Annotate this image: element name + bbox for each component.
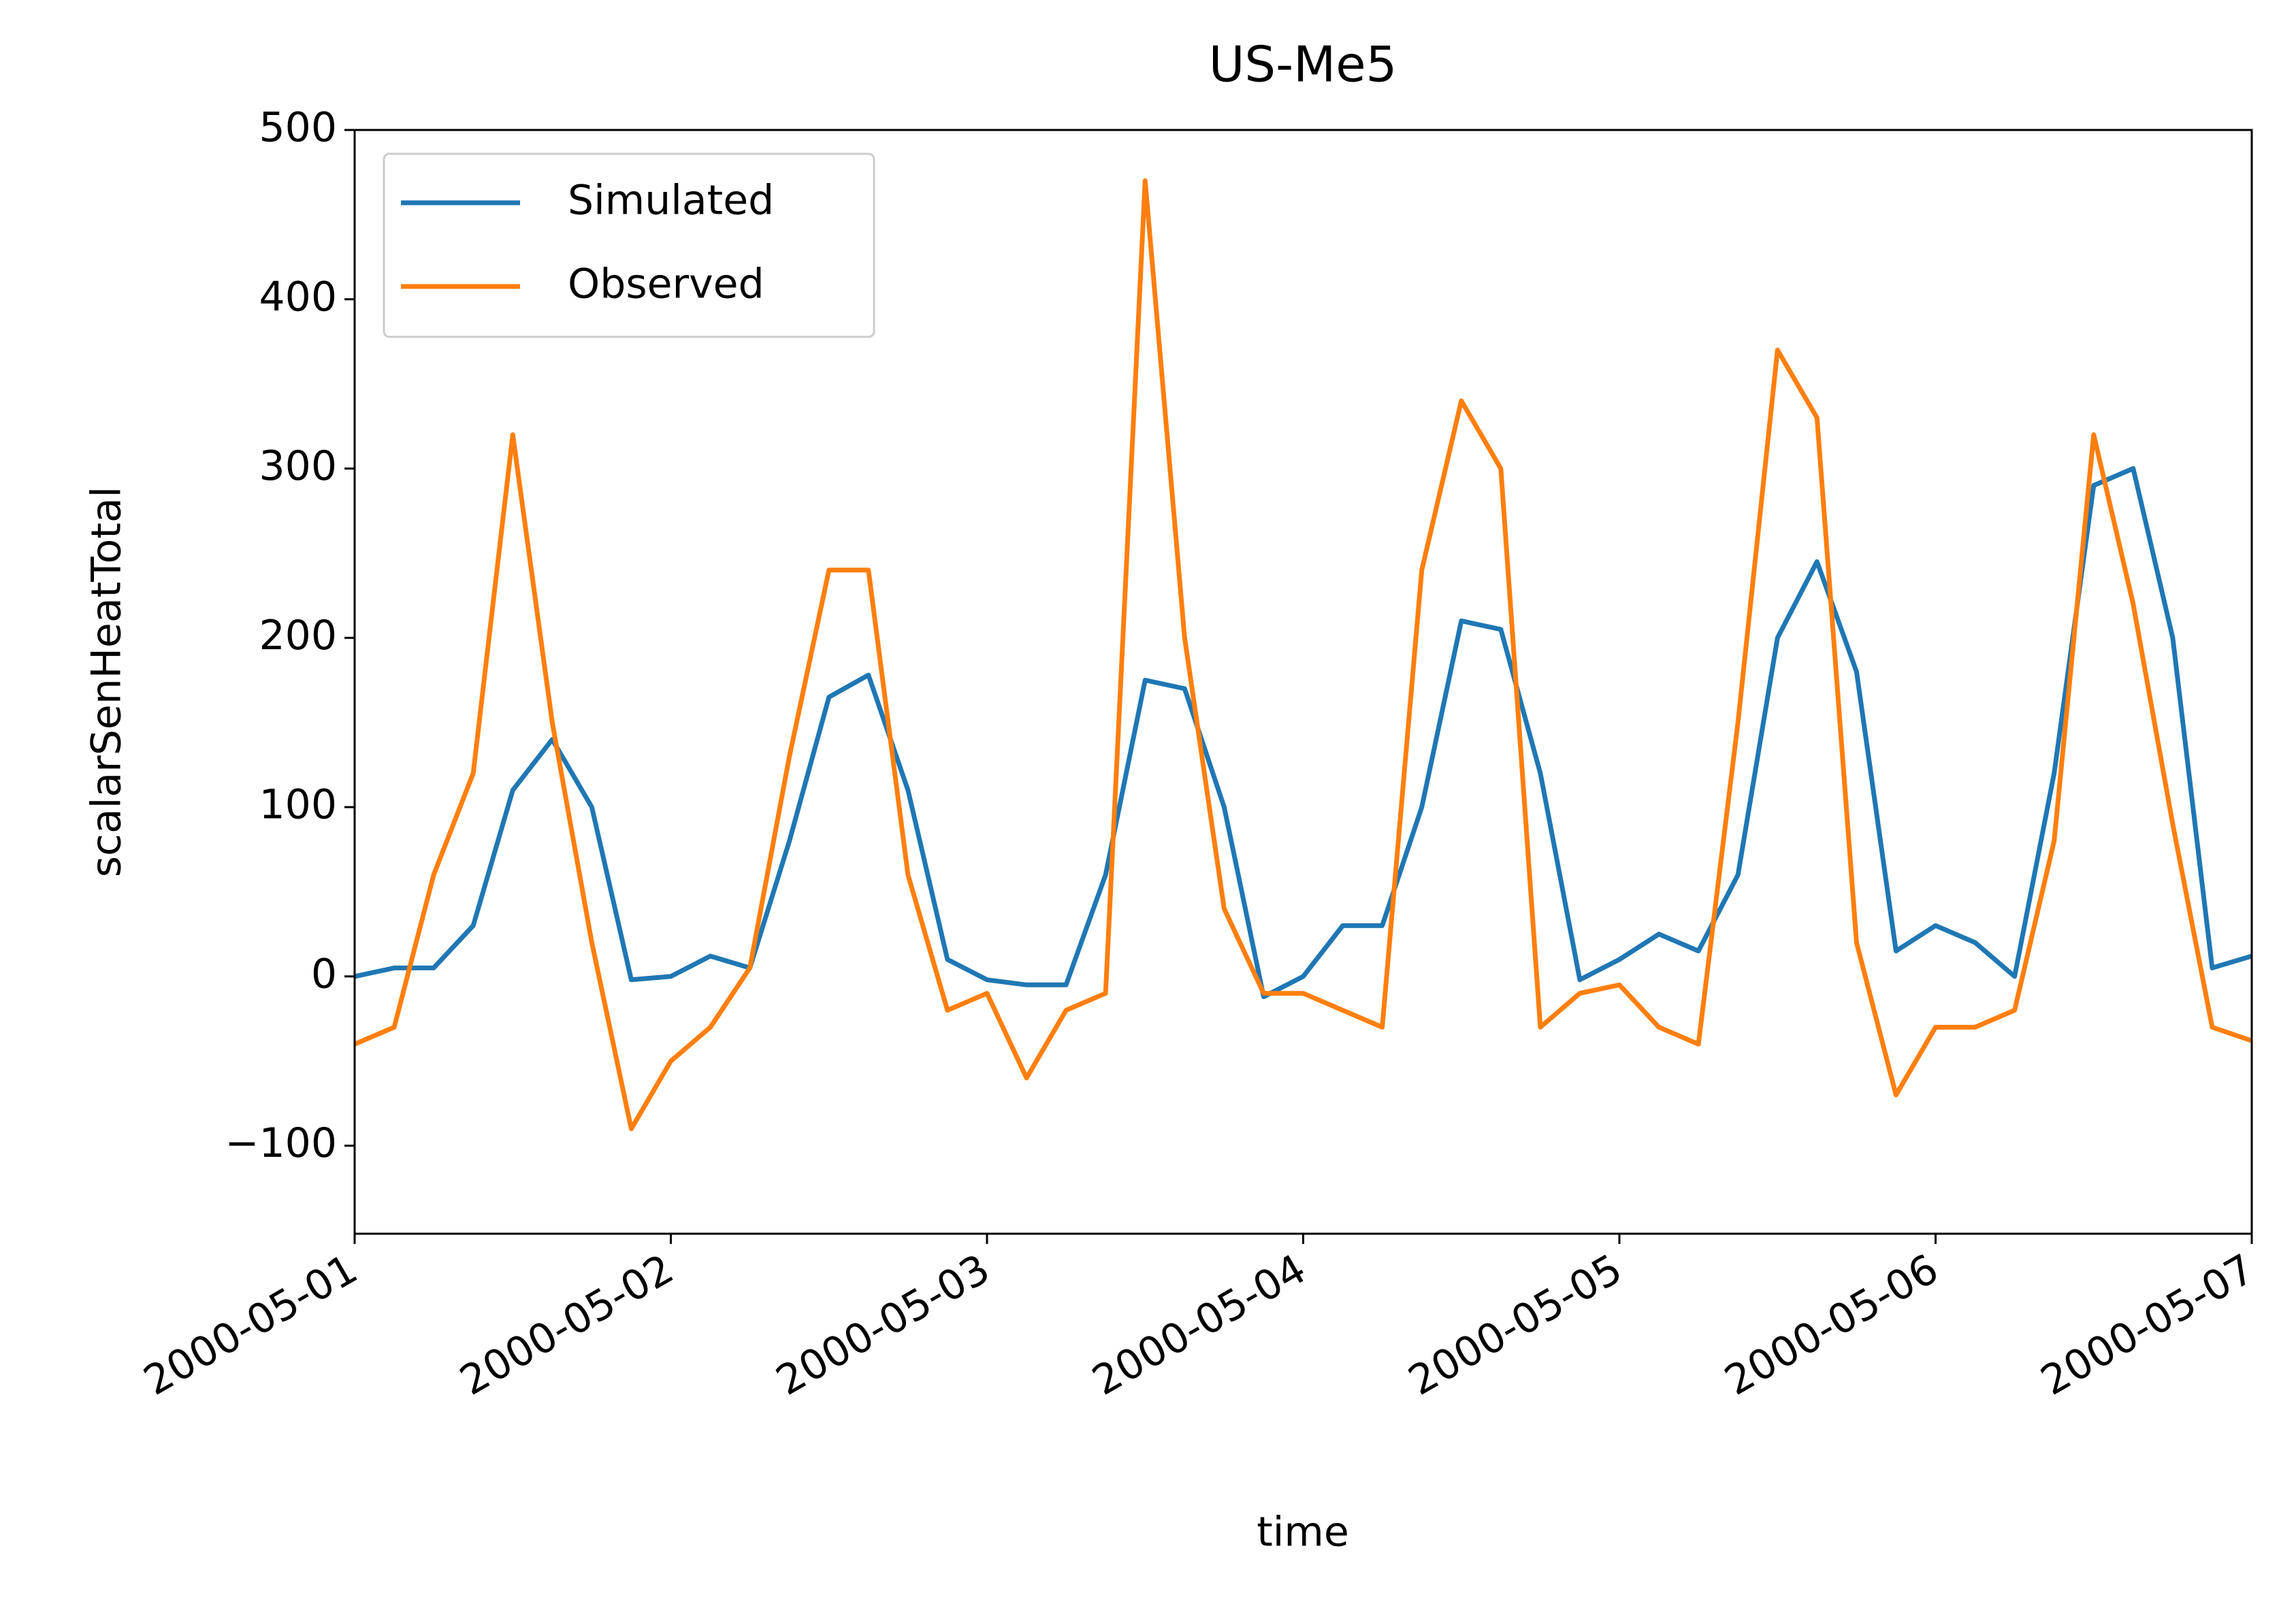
- y-tick-label: 500: [259, 104, 337, 152]
- y-tick-label: 300: [259, 442, 337, 490]
- legend: Simulated Observed: [383, 152, 875, 338]
- series-line: [355, 178, 2252, 1132]
- x-tick-label: 2000-05-01: [136, 1245, 366, 1405]
- legend-box: [383, 152, 875, 338]
- legend-label: Simulated: [568, 177, 774, 225]
- x-tick-label: 2000-05-06: [1717, 1245, 1946, 1405]
- y-tick-label: 0: [311, 950, 337, 998]
- x-tick-label: 2000-05-02: [452, 1245, 681, 1405]
- legend-label: Observed: [568, 261, 764, 308]
- x-tick-label: 2000-05-04: [1084, 1245, 1314, 1405]
- y-tick-label: 400: [259, 273, 337, 321]
- plot-frame: [353, 129, 2253, 1235]
- x-tick-label: 2000-05-05: [1401, 1245, 1630, 1405]
- series-line: [355, 466, 2252, 1000]
- y-axis-label: scalarSenHeatTotal: [83, 487, 131, 878]
- x-axis-label: time: [1257, 1509, 1349, 1556]
- x-tick-label: 2000-05-07: [2033, 1245, 2263, 1405]
- y-tick-label: 200: [259, 612, 337, 659]
- chart-title: US-Me5: [1209, 36, 1397, 93]
- y-tick-label: −100: [225, 1119, 337, 1167]
- y-tick-label: 100: [259, 781, 337, 829]
- x-tick-label: 2000-05-03: [769, 1245, 998, 1405]
